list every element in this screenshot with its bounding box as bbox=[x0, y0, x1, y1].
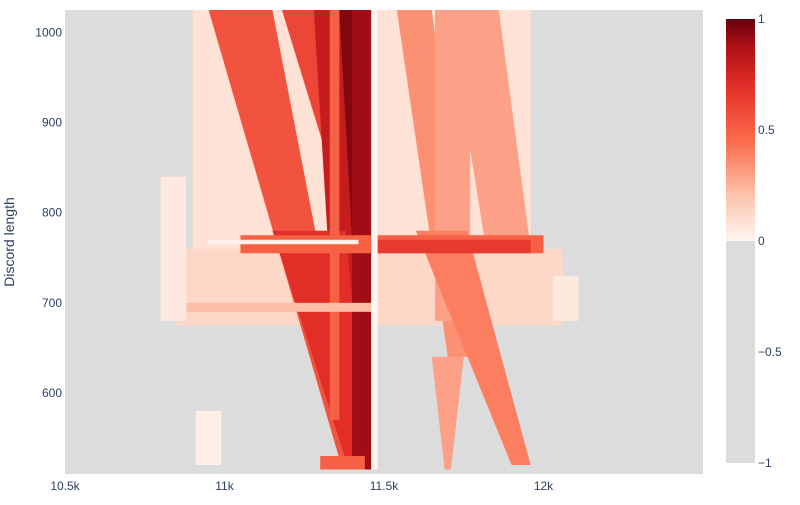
x-tick-label: 11k bbox=[215, 479, 234, 493]
plot-area[interactable] bbox=[65, 10, 703, 474]
x-axis: 10.5k 11k 11.5k 12k bbox=[50, 479, 554, 493]
heatmap-cell-region-18[interactable] bbox=[208, 239, 359, 245]
colorbar-tick-label: 0 bbox=[758, 234, 765, 248]
colorbar-negative-segment bbox=[726, 241, 755, 463]
heatmap-cell-region-13[interactable] bbox=[415, 230, 531, 465]
y-tick-label: 800 bbox=[42, 206, 62, 220]
x-tick-label: 10.5k bbox=[50, 479, 80, 493]
heatmap-cell-region-23[interactable] bbox=[320, 455, 365, 470]
heatmap-cell-region-14[interactable] bbox=[431, 356, 464, 470]
colorbar: 1 0.5 0 −0.5 −1 bbox=[726, 12, 782, 470]
heatmap-cell-region-17[interactable] bbox=[186, 302, 375, 312]
y-tick-label: 700 bbox=[42, 296, 62, 310]
colorbar-tick-label: −0.5 bbox=[758, 345, 782, 359]
heatmap-cell-region-12[interactable] bbox=[447, 10, 531, 249]
heatmap-cell-region-21[interactable] bbox=[553, 275, 579, 321]
y-tick-label: 1000 bbox=[35, 26, 62, 40]
colorbar-gradient-segment bbox=[726, 19, 755, 241]
colorbar-tick-label: 1 bbox=[758, 12, 765, 26]
y-tick-label: 900 bbox=[42, 116, 62, 130]
colorbar-tick-label: 0.5 bbox=[758, 123, 775, 137]
x-tick-label: 12k bbox=[534, 479, 554, 493]
y-tick-label: 600 bbox=[42, 386, 62, 400]
heatmap-cell-region-7[interactable] bbox=[272, 230, 369, 470]
colorbar-tick-label: −1 bbox=[758, 456, 772, 470]
y-axis: 600 700 800 900 1000 bbox=[35, 26, 62, 400]
heatmap-cell-region-9[interactable] bbox=[329, 10, 340, 420]
heatmap-cell-region-20[interactable] bbox=[160, 176, 187, 321]
heatmap-cell-region-22[interactable] bbox=[195, 410, 222, 465]
y-axis-label: Discord length bbox=[1, 197, 17, 287]
x-tick-label: 11.5k bbox=[370, 479, 399, 493]
heatmap-cell-region-16[interactable] bbox=[377, 239, 531, 254]
heatmap-cell-region-19[interactable] bbox=[371, 10, 378, 470]
